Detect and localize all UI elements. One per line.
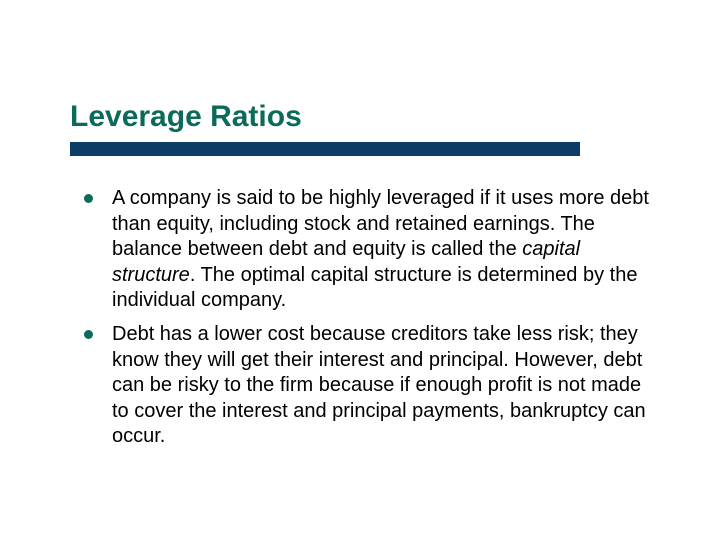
text-segment: Debt has a lower cost because creditors … [112,323,646,447]
list-item: Debt has a lower cost because creditors … [80,322,660,450]
title-underline [70,142,580,156]
text-segment: . The optimal capital structure is deter… [112,264,637,312]
bullet-list: A company is said to be highly leveraged… [70,186,660,450]
list-item: A company is said to be highly leveraged… [80,186,660,314]
slide-title: Leverage Ratios [70,100,660,134]
slide: Leverage Ratios A company is said to be … [0,0,720,540]
